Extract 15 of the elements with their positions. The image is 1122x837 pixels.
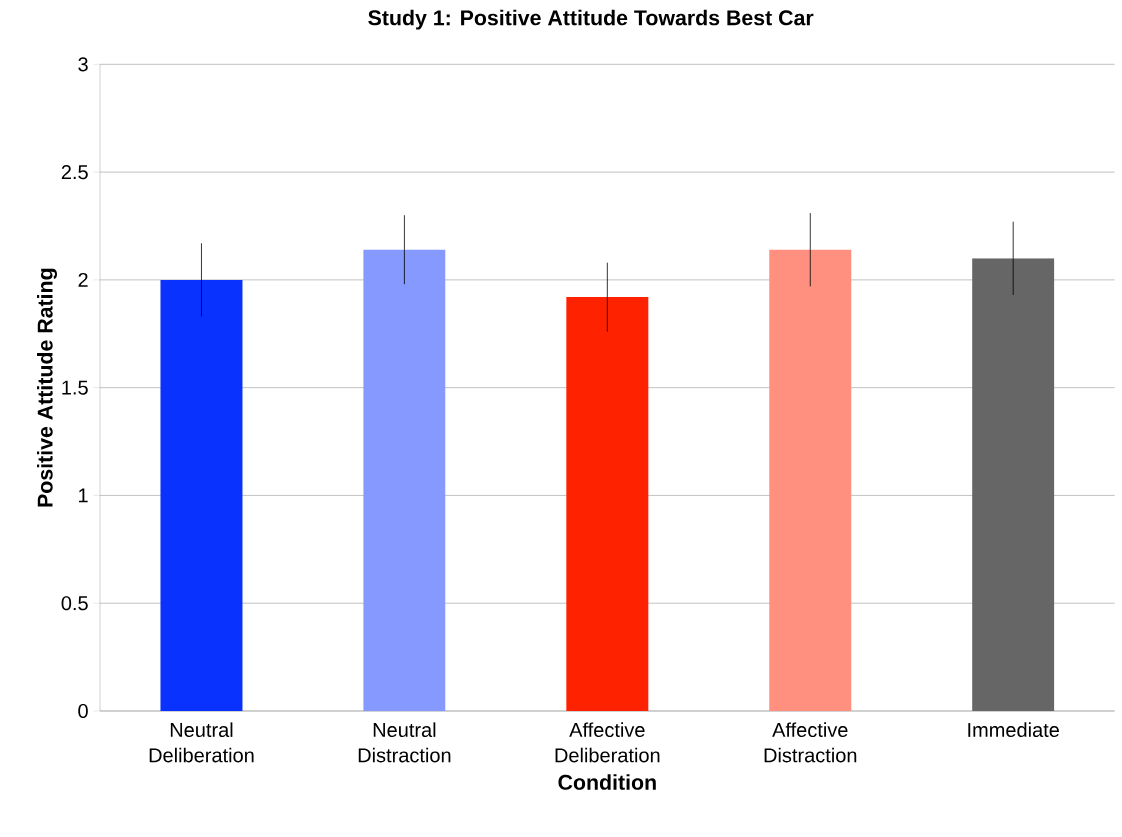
x-axis-title: Condition [558,774,656,790]
y-tick-label: 2 [78,272,88,287]
x-tick-label: Affective Distraction [764,722,857,763]
y-tick-label: 3 [78,57,88,72]
y-tick-label: 1.5 [62,380,88,395]
y-tick-label: 2.5 [61,165,88,180]
chart-title: Study 1: Positive Attitude Towards Best Car [368,9,814,30]
y-tick-label: 1 [79,488,88,503]
x-tick-label: Neutral Distraction [358,722,451,763]
y-tick-label: 0.5 [61,596,88,611]
y-axis-title: Positive Attitude Rating [37,268,57,507]
y-tick-label: 0 [78,703,88,719]
x-tick-label: Neutral Deliberation [149,722,254,763]
x-tick-label: Immediate [968,722,1059,738]
x-tick-label: Affective Deliberation [555,722,660,763]
